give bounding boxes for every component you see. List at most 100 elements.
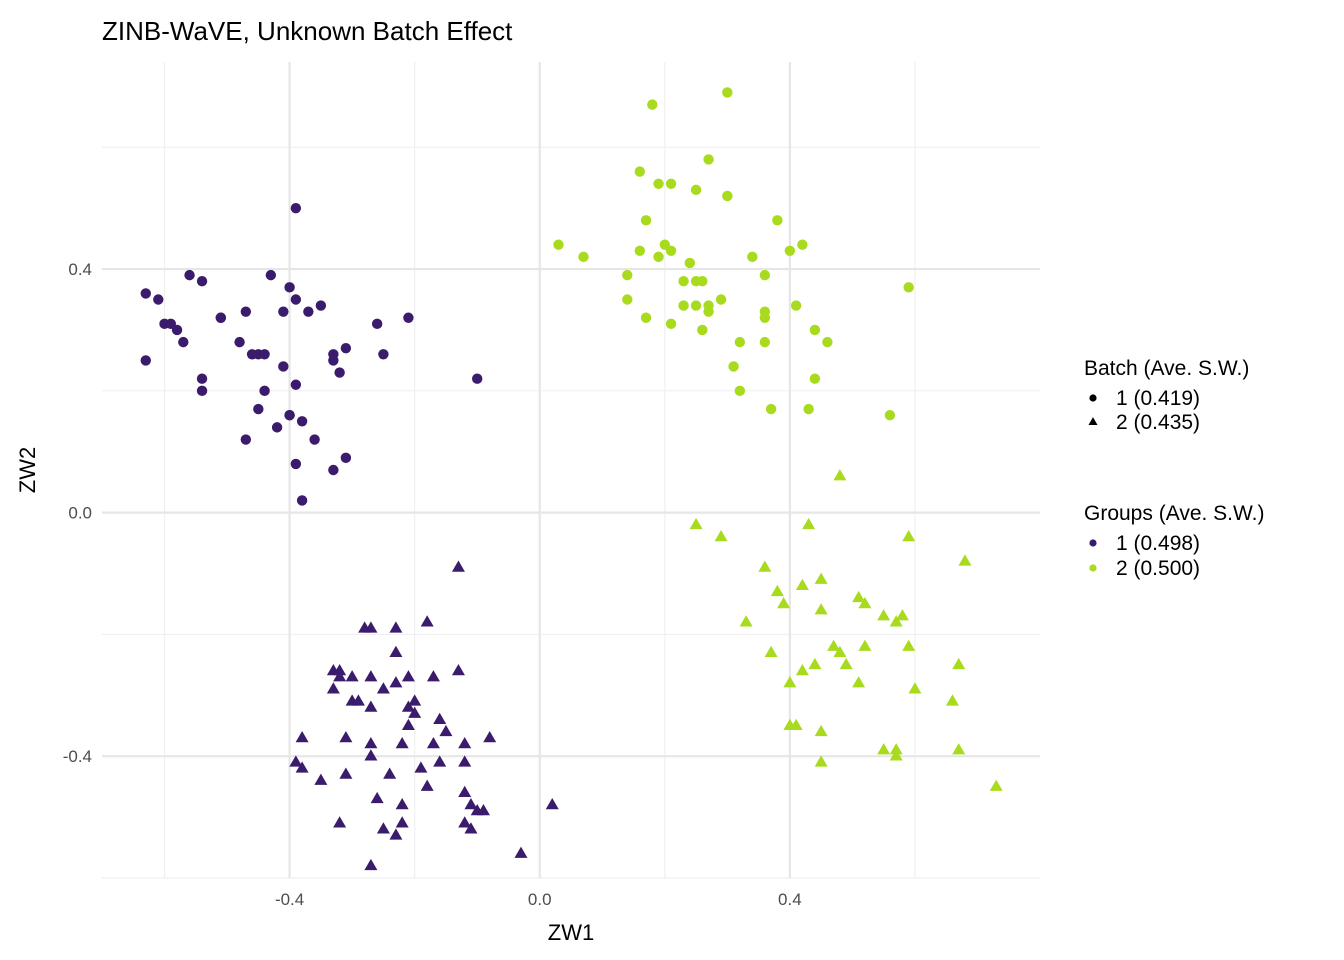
data-point-circle	[784, 245, 796, 256]
data-point-triangle	[464, 797, 478, 810]
data-point-circle	[253, 403, 264, 415]
data-point-triangle	[852, 676, 866, 688]
data-points	[140, 87, 1003, 871]
axes: -0.4 0.0 0.4 -0.4 0.0 0.4	[63, 260, 802, 909]
legend-label: 1 (0.419)	[1116, 387, 1200, 410]
data-point-triangle	[476, 804, 490, 816]
data-point-triangle	[833, 469, 847, 481]
data-point-triangle	[408, 706, 422, 718]
data-point-circle	[640, 312, 652, 323]
data-point-triangle	[395, 816, 409, 828]
data-point-triangle	[814, 755, 828, 767]
legend-title: Batch (Ave. S.W.)	[1084, 357, 1249, 380]
data-point-triangle	[389, 676, 403, 688]
data-point-triangle	[295, 730, 309, 743]
data-point-triangle	[895, 609, 909, 621]
y-tick-label: -0.4	[63, 747, 92, 766]
data-point-circle	[728, 361, 739, 372]
chart-title: ZINB-WaVE, Unknown Batch Effect	[102, 16, 513, 46]
data-point-triangle	[814, 724, 828, 737]
data-point-triangle	[433, 712, 447, 724]
data-point-circle	[309, 434, 320, 445]
data-point-circle	[340, 452, 352, 464]
data-point-circle	[697, 324, 708, 336]
data-point-circle	[665, 178, 677, 189]
data-point-triangle	[458, 737, 472, 749]
x-tick-label: -0.4	[275, 890, 304, 909]
data-point-circle	[809, 373, 821, 384]
data-point-circle	[153, 294, 164, 305]
data-point-triangle	[858, 639, 872, 651]
x-tick-label: 0.0	[528, 890, 552, 909]
data-point-circle	[290, 294, 302, 305]
data-point-circle	[622, 294, 633, 305]
data-point-circle	[765, 403, 777, 415]
data-point-circle	[759, 312, 771, 323]
data-point-triangle	[339, 730, 353, 743]
data-point-triangle	[333, 663, 347, 676]
data-point-triangle	[383, 767, 397, 779]
data-point-circle	[378, 349, 389, 360]
data-point-triangle	[401, 700, 415, 712]
data-point-circle	[747, 251, 758, 263]
data-point-triangle	[795, 663, 809, 676]
data-point-circle	[328, 355, 339, 366]
data-point-triangle	[483, 730, 497, 743]
data-point-circle	[265, 269, 277, 281]
data-point-circle	[553, 239, 564, 250]
data-point-circle	[178, 336, 189, 348]
legend-label: 1 (0.498)	[1116, 532, 1200, 555]
data-point-triangle	[333, 816, 347, 828]
data-point-triangle	[902, 530, 916, 542]
data-point-triangle	[408, 694, 422, 706]
data-point-circle	[278, 361, 289, 372]
data-point-triangle	[814, 572, 828, 584]
data-point-circle	[315, 300, 327, 311]
data-point-triangle	[420, 779, 434, 791]
data-point-circle	[653, 251, 664, 263]
data-point-circle	[803, 403, 814, 415]
data-point-circle	[884, 409, 896, 421]
data-point-triangle	[420, 615, 434, 627]
data-point-circle	[653, 178, 664, 189]
data-point-triangle	[426, 737, 440, 749]
data-point-triangle	[877, 743, 891, 755]
data-point-circle	[278, 306, 289, 317]
data-point-circle	[790, 300, 802, 311]
data-point-triangle	[989, 779, 1003, 791]
data-point-circle	[240, 306, 252, 317]
data-point-circle	[734, 385, 746, 397]
data-point-circle	[722, 87, 733, 98]
data-point-triangle	[514, 846, 528, 858]
data-point-circle	[296, 416, 308, 427]
data-point-triangle	[889, 743, 903, 755]
data-point-triangle	[314, 773, 328, 785]
data-point-triangle	[289, 755, 303, 767]
data-point-triangle	[326, 682, 340, 694]
data-point-circle	[578, 251, 589, 263]
data-point-circle	[903, 282, 914, 293]
data-point-circle	[403, 312, 414, 323]
data-point-triangle	[389, 621, 403, 633]
data-point-circle	[690, 300, 702, 311]
data-point-circle	[334, 367, 345, 378]
data-point-circle	[678, 276, 689, 287]
legend-key-triangle	[1088, 417, 1098, 425]
data-point-triangle	[858, 596, 872, 609]
data-point-triangle	[364, 621, 378, 633]
data-point-triangle	[908, 682, 922, 694]
data-point-circle	[259, 349, 270, 360]
data-point-triangle	[395, 737, 409, 749]
legend-label: 2 (0.435)	[1116, 411, 1200, 434]
data-point-circle	[196, 373, 208, 384]
data-point-triangle	[364, 700, 378, 712]
data-point-circle	[622, 269, 633, 281]
data-point-triangle	[902, 639, 916, 651]
y-tick-label: 0.4	[68, 260, 92, 279]
data-point-triangle	[689, 517, 703, 530]
data-point-circle	[759, 336, 771, 348]
data-point-circle	[171, 324, 183, 336]
data-point-circle	[772, 215, 783, 226]
legend-key-color	[1089, 564, 1097, 572]
